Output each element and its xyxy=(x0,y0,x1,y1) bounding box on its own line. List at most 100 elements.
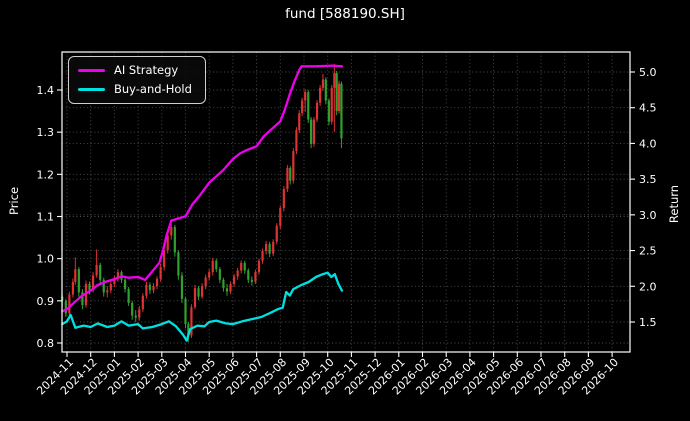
candle-body xyxy=(321,79,325,88)
candle-body xyxy=(225,288,229,292)
candle-body xyxy=(71,281,75,295)
legend-label-ai-strategy: AI Strategy xyxy=(114,63,179,77)
buy-and-hold-line-swatch xyxy=(78,87,105,92)
candle-body xyxy=(173,227,176,253)
y-left-tick-label: 1.1 xyxy=(37,210,55,223)
candle-body xyxy=(236,270,239,277)
candle-body xyxy=(307,92,310,120)
legend-item-ai-strategy: AI Strategy xyxy=(78,64,192,77)
candle-body xyxy=(275,225,278,242)
legend-item-buy-and-hold: Buy-and-Hold xyxy=(78,83,192,96)
candle-body xyxy=(187,324,190,336)
right-axis-label: Return xyxy=(667,184,681,224)
candle-body xyxy=(77,269,80,293)
candle-body xyxy=(141,295,144,310)
candle-body xyxy=(292,151,295,181)
candle-body xyxy=(88,283,91,291)
candle-body xyxy=(134,315,137,318)
y-right-tick-label: 5.0 xyxy=(639,66,657,79)
candle-body xyxy=(240,262,243,271)
candle-body xyxy=(301,100,304,114)
left-axis-label: Price xyxy=(7,186,21,216)
y-right-tick-label: 2.5 xyxy=(639,245,657,258)
candle-body xyxy=(159,267,162,279)
candle-body xyxy=(64,300,67,314)
candle-body xyxy=(261,251,264,261)
candle-body xyxy=(211,260,214,273)
candle-body xyxy=(340,83,343,139)
candle-body xyxy=(298,113,301,131)
candle-body xyxy=(289,168,292,181)
candle-body xyxy=(218,269,221,280)
candle-body xyxy=(170,227,173,236)
candle-body xyxy=(109,283,112,291)
candle-body xyxy=(272,241,275,254)
candle-body xyxy=(264,243,268,252)
candle-body xyxy=(95,264,98,276)
candle-body xyxy=(163,250,166,268)
y-right-tick-label: 3.0 xyxy=(639,209,657,222)
candle-body xyxy=(197,288,200,297)
axis-spine xyxy=(61,51,631,353)
y-left-tick-label: 0.8 xyxy=(37,337,55,350)
candle-body xyxy=(208,272,211,278)
candle-body xyxy=(327,100,330,122)
y-left-tick-label: 1.3 xyxy=(37,126,55,139)
candle-body xyxy=(127,289,130,303)
candle-body xyxy=(190,307,193,336)
candle-body xyxy=(337,83,341,112)
candle-body xyxy=(155,278,159,287)
candle-body xyxy=(279,208,282,226)
candle-body xyxy=(152,286,155,291)
candle-body xyxy=(180,275,184,299)
candle-body xyxy=(282,189,285,209)
candle-body xyxy=(91,275,95,291)
candle-body xyxy=(324,79,327,101)
y-left-tick-label: 1.2 xyxy=(37,168,55,181)
candle-body xyxy=(304,92,307,101)
candle-body xyxy=(286,168,289,190)
y-left-tick-label: 1.4 xyxy=(37,84,55,97)
candle-body xyxy=(200,286,204,297)
candle-body xyxy=(166,235,169,251)
y-left-tick-label: 1.0 xyxy=(37,253,55,266)
candle-body xyxy=(295,130,298,152)
candle-body xyxy=(99,264,102,280)
candle-body xyxy=(333,73,336,88)
candle-body xyxy=(74,269,77,282)
chart-title: fund [588190.SH] xyxy=(285,6,405,22)
candle-body xyxy=(145,284,148,296)
ai-strategy-line-swatch xyxy=(78,68,105,73)
candle-body xyxy=(315,102,319,120)
candle-body xyxy=(215,260,218,270)
candle-body xyxy=(204,277,207,287)
candle-body xyxy=(330,87,333,122)
candle-body xyxy=(243,262,246,271)
candle-body xyxy=(268,243,271,254)
y-right-tick-label: 4.5 xyxy=(639,102,657,115)
legend-label-buy-and-hold: Buy-and-Hold xyxy=(114,82,192,96)
candle-body xyxy=(257,260,261,273)
candle-body xyxy=(254,272,257,282)
series-line-buy-and-hold xyxy=(61,271,344,342)
candle-body xyxy=(229,283,232,292)
candle-body xyxy=(102,279,105,293)
candle-body xyxy=(312,119,316,144)
y-right-tick-label: 2.0 xyxy=(639,280,657,293)
candle-body xyxy=(106,290,109,293)
candle-body xyxy=(148,284,152,291)
series-line-ai-strategy xyxy=(61,64,344,313)
y-left-tick-label: 0.9 xyxy=(37,295,55,308)
candle-body xyxy=(232,276,236,284)
legend-box: AI Strategy Buy-and-Hold xyxy=(68,56,206,104)
candle-body xyxy=(184,298,187,325)
candle-body xyxy=(222,279,225,289)
candle-body xyxy=(177,252,180,276)
candle-body xyxy=(81,292,84,306)
y-right-tick-label: 4.0 xyxy=(639,137,657,150)
candle-body xyxy=(123,279,127,290)
y-right-tick-label: 1.5 xyxy=(639,316,657,329)
candle-body xyxy=(68,294,71,314)
